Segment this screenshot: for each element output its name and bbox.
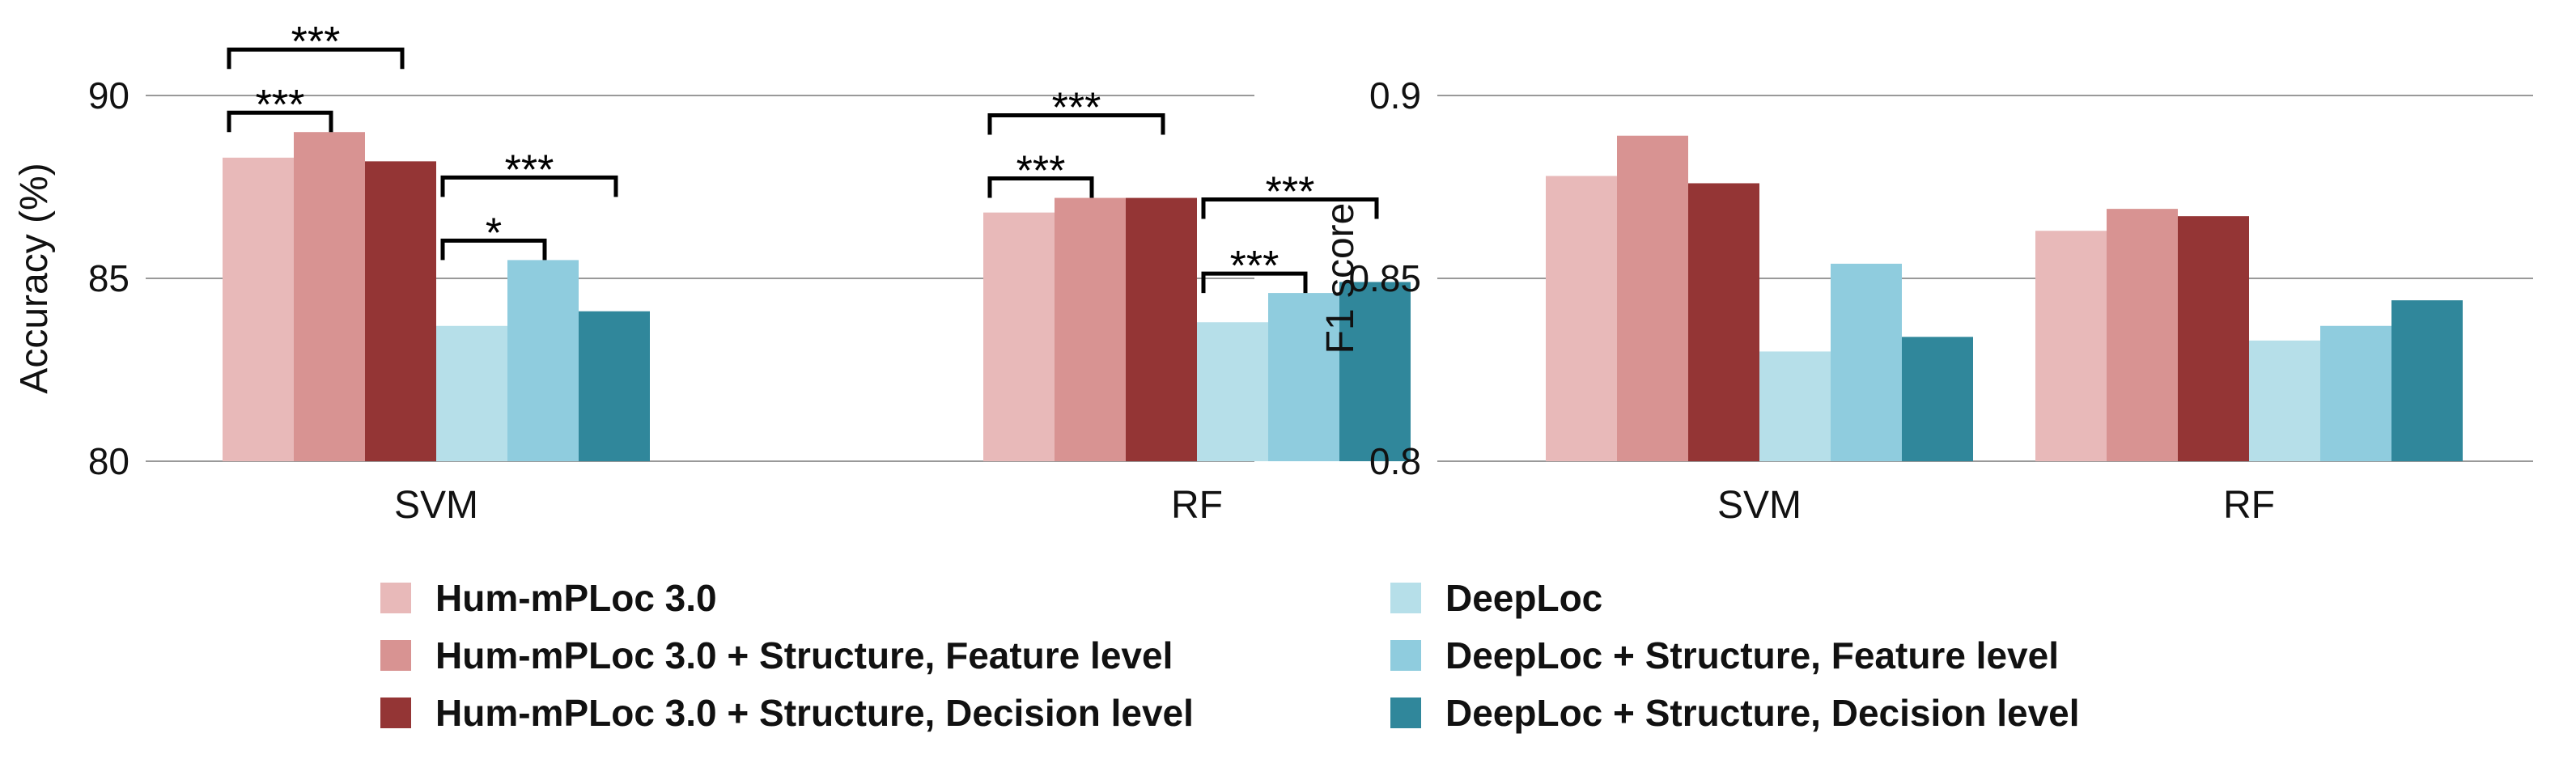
bar xyxy=(436,325,507,461)
significance-bracket xyxy=(440,175,618,197)
legend-label-deeploc-feature: DeepLoc + Structure, Feature level xyxy=(1445,634,2059,676)
legend-swatch-hum-decision xyxy=(380,698,411,728)
bar xyxy=(2107,209,2178,461)
bar xyxy=(294,132,365,461)
bar xyxy=(1831,263,1902,461)
significance-label: *** xyxy=(1266,169,1315,216)
y-axis-label: F1 score xyxy=(1319,203,1362,354)
significance-label: *** xyxy=(1052,85,1101,132)
y-tick-label: 85 xyxy=(88,257,129,299)
legend-swatch-hum xyxy=(380,583,411,613)
bar xyxy=(1339,282,1411,461)
bar xyxy=(223,157,294,461)
legend-swatch-deeploc-feature xyxy=(1390,640,1421,671)
legend-label-hum-feature: Hum-mPLoc 3.0 + Structure, Feature level xyxy=(435,634,1173,676)
bar xyxy=(1759,351,1831,461)
significance-label: *** xyxy=(1016,148,1066,195)
legend-item-hum-feature: Hum-mPLoc 3.0 + Structure, Feature level xyxy=(380,631,1173,680)
legend-item-deeploc-decision: DeepLoc + Structure, Decision level xyxy=(1390,689,2080,737)
bar xyxy=(2391,300,2463,461)
bar xyxy=(365,161,436,462)
y-tick-label: 0.8 xyxy=(1369,440,1421,482)
y-tick-label: 0.85 xyxy=(1348,257,1421,299)
significance-label: *** xyxy=(291,19,341,66)
significance-bracket xyxy=(227,47,405,70)
significance-label: *** xyxy=(256,82,305,129)
x-tick-label: RF xyxy=(2223,484,2275,527)
bar xyxy=(1617,135,1688,461)
bar xyxy=(2249,340,2320,461)
bar xyxy=(2035,231,2107,461)
bar xyxy=(983,212,1055,461)
legend-swatch-deeploc xyxy=(1390,583,1421,613)
legend-label-deeploc-decision: DeepLoc + Structure, Decision level xyxy=(1445,692,2080,734)
bar xyxy=(1688,183,1759,462)
bar xyxy=(1126,197,1197,461)
significance-bracket xyxy=(440,238,547,261)
y-tick-label: 90 xyxy=(88,74,129,117)
legend-item-hum-decision: Hum-mPLoc 3.0 + Structure, Decision leve… xyxy=(380,689,1194,737)
bar xyxy=(1902,337,1973,461)
legend-label-deeploc: DeepLoc xyxy=(1445,577,1603,619)
significance-bracket xyxy=(1201,197,1379,219)
bar xyxy=(579,311,650,461)
significance-bracket xyxy=(987,113,1165,135)
significance-label: *** xyxy=(1230,243,1280,290)
legend: Hum-mPLoc 3.0 Hum-mPLoc 3.0 + Structure,… xyxy=(0,562,2576,759)
legend-item-hum: Hum-mPLoc 3.0 xyxy=(380,574,717,622)
legend-swatch-deeploc-decision xyxy=(1390,698,1421,728)
bar xyxy=(1268,293,1339,461)
bar xyxy=(2320,325,2391,461)
significance-label: * xyxy=(486,210,502,257)
significance-bracket xyxy=(987,176,1094,198)
bar xyxy=(1546,176,1617,461)
bar xyxy=(1055,197,1126,461)
y-axis-label: Accuracy (%) xyxy=(13,163,56,393)
legend-swatch-hum-feature xyxy=(380,640,411,671)
legend-label-hum: Hum-mPLoc 3.0 xyxy=(435,577,717,619)
bar xyxy=(2178,216,2249,461)
y-tick-label: 80 xyxy=(88,440,129,482)
x-tick-label: SVM xyxy=(1717,484,1802,527)
bar xyxy=(507,260,579,461)
y-tick-label: 0.9 xyxy=(1369,74,1421,117)
significance-label: *** xyxy=(505,146,554,193)
legend-item-deeploc: DeepLoc xyxy=(1390,574,1602,622)
x-tick-label: SVM xyxy=(394,484,478,527)
legend-label-hum-decision: Hum-mPLoc 3.0 + Structure, Decision leve… xyxy=(435,692,1194,734)
bar xyxy=(1197,322,1268,461)
significance-bracket xyxy=(1201,271,1308,294)
legend-item-deeploc-feature: DeepLoc + Structure, Feature level xyxy=(1390,631,2059,680)
significance-bracket xyxy=(227,110,333,133)
chart-panel-2: 0.8 0.85 0.9 F1 score SVM RF xyxy=(1319,74,2533,527)
x-tick-label: RF xyxy=(1171,484,1223,527)
